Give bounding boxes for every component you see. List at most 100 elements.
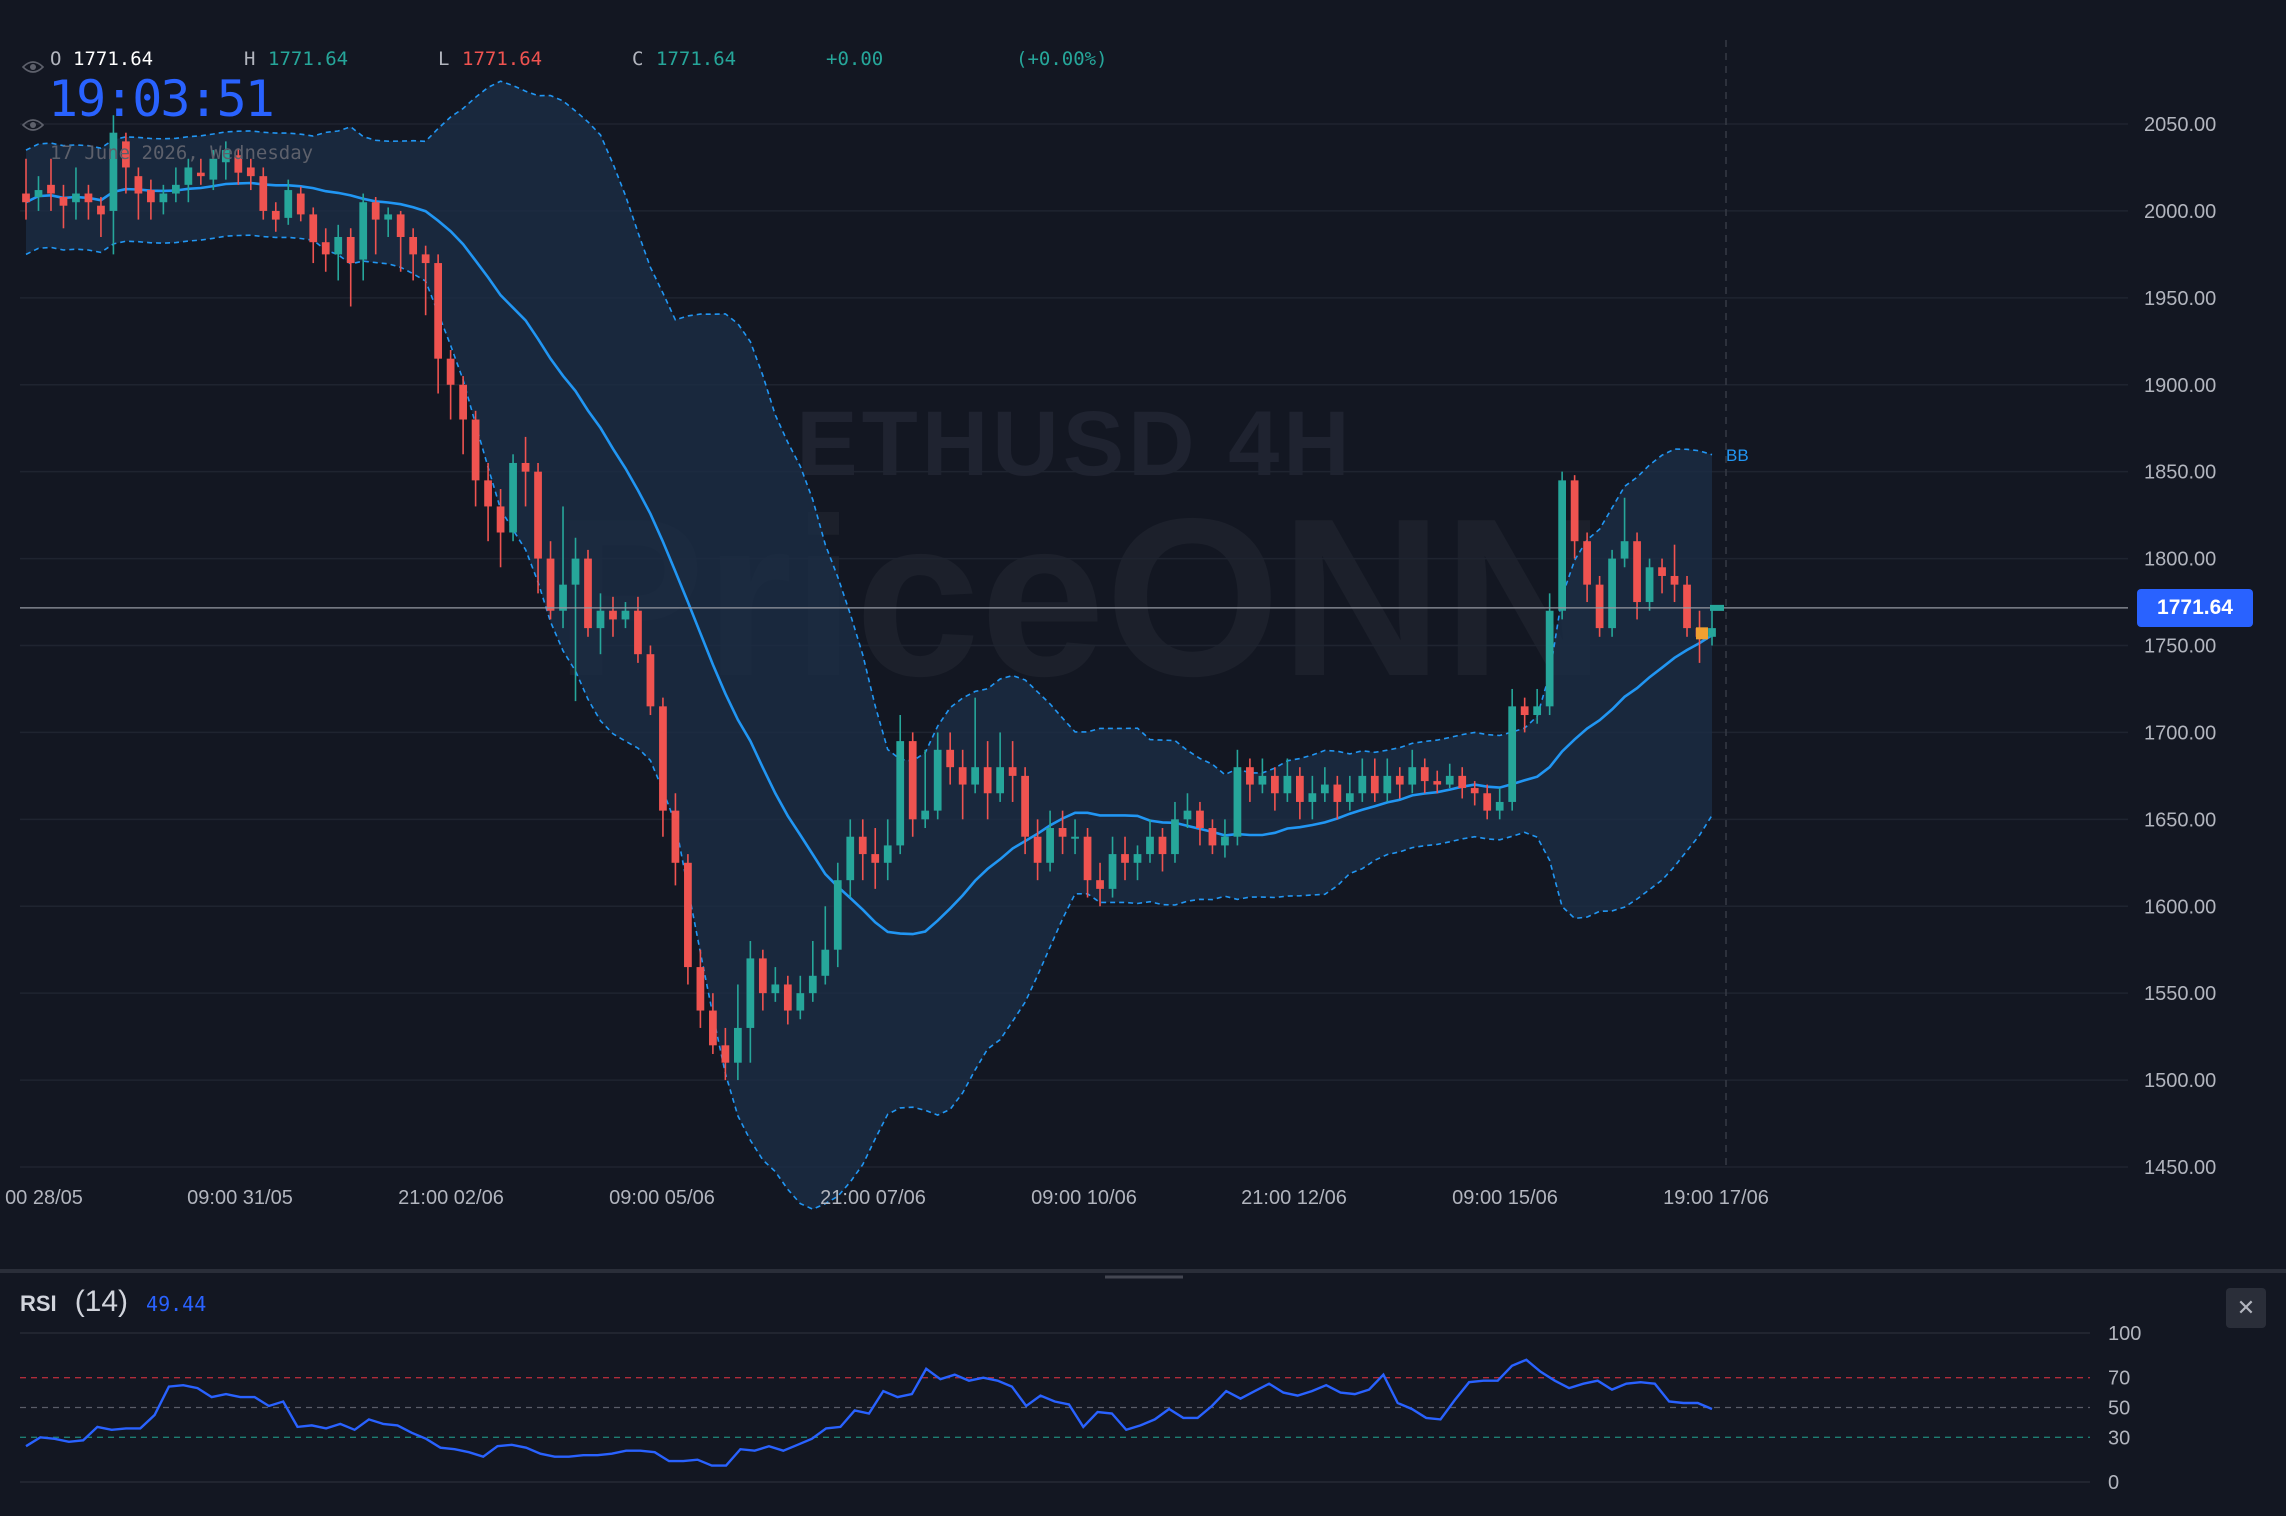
candle-body xyxy=(996,767,1005,794)
rsi-legend: RSI (14) 49.44 xyxy=(20,1285,206,1319)
candle xyxy=(1171,801,1179,863)
candle xyxy=(1283,758,1292,802)
candle xyxy=(946,732,955,785)
candle-body xyxy=(584,558,592,629)
candle-body xyxy=(1370,775,1379,794)
candle xyxy=(1046,810,1054,872)
candle xyxy=(958,749,967,820)
candle-body xyxy=(1345,793,1354,802)
candle-body xyxy=(1445,775,1454,785)
candle xyxy=(1358,758,1367,802)
candle xyxy=(758,949,767,1011)
candle-body xyxy=(421,254,430,264)
time-tick-label: 09:00 10/06 xyxy=(1031,1187,1137,1209)
candle-body xyxy=(97,205,105,215)
candle xyxy=(1033,819,1042,881)
candle xyxy=(1495,788,1504,820)
close-label: C xyxy=(632,48,644,70)
candle-body xyxy=(1658,567,1666,576)
candle-body xyxy=(72,193,80,203)
candle-body xyxy=(309,214,318,243)
candle xyxy=(1295,767,1304,820)
price-axis[interactable]: 2050.00 2000.00 1950.00 1900.00 1850.00 1800.… xyxy=(2144,114,2216,1179)
candle xyxy=(1246,758,1254,802)
candle xyxy=(684,854,692,985)
time-tick-label: 00 28/05 xyxy=(5,1187,83,1209)
candle xyxy=(134,167,143,220)
candle-body xyxy=(1283,775,1292,794)
candle xyxy=(271,202,280,232)
candle-body xyxy=(109,132,118,211)
candle xyxy=(983,741,992,820)
candle-body xyxy=(1271,775,1279,794)
candle xyxy=(34,176,43,211)
marker-square xyxy=(1696,627,1708,640)
time-axis[interactable]: 00 28/05 09:00 31/05 21:00 02/06 09:00 05/0… xyxy=(5,1187,1769,1209)
clock: 19:03:51 xyxy=(48,70,275,128)
candle xyxy=(571,537,580,702)
candle-body xyxy=(771,984,780,994)
candle xyxy=(1271,767,1279,811)
candle-body xyxy=(709,1010,717,1046)
candle-body xyxy=(696,967,705,1011)
candle xyxy=(833,862,842,968)
candle-body xyxy=(446,358,455,385)
candle xyxy=(821,906,830,985)
candle xyxy=(1196,801,1204,846)
candle xyxy=(1470,781,1479,806)
candle-body xyxy=(758,958,767,994)
candle xyxy=(871,828,880,889)
candle-body xyxy=(659,706,667,811)
candle xyxy=(72,167,80,220)
close-value: 1771.64 xyxy=(656,48,737,70)
candle xyxy=(396,210,405,272)
candle xyxy=(1258,758,1267,794)
eye-icon[interactable] xyxy=(22,118,44,132)
candle-body xyxy=(496,506,505,533)
candle xyxy=(1096,862,1104,907)
candle-body xyxy=(983,767,992,794)
candle xyxy=(846,819,855,898)
candle-body xyxy=(1258,775,1267,785)
candle-body xyxy=(833,880,842,950)
close-rsi-button[interactable]: ✕ xyxy=(2226,1288,2266,1328)
candle-body xyxy=(1146,836,1154,855)
eye-icon[interactable] xyxy=(22,60,44,74)
candle-body xyxy=(1133,854,1142,863)
high-value: 1771.64 xyxy=(268,48,349,70)
time-tick-label: 09:00 15/06 xyxy=(1452,1187,1558,1209)
watermark-symbol: ETHUSD 4H xyxy=(796,393,1353,495)
candle-body xyxy=(196,172,205,177)
candle-body xyxy=(1071,836,1079,839)
candle-body xyxy=(1520,706,1529,716)
candle-body xyxy=(184,167,193,185)
candle xyxy=(409,228,418,281)
candle xyxy=(1308,775,1317,820)
candle xyxy=(1345,775,1354,811)
candle xyxy=(246,158,255,191)
candle-body xyxy=(1221,836,1229,846)
bb-basis xyxy=(25,181,1713,936)
price-tick-label: 1900.00 xyxy=(2144,375,2216,397)
candle-body xyxy=(646,654,655,707)
price-tick-label: 1700.00 xyxy=(2144,722,2216,744)
candle-body xyxy=(1545,610,1554,707)
candle xyxy=(671,793,680,886)
candle-body xyxy=(1483,793,1492,811)
candle xyxy=(783,975,792,1025)
time-tick-label: 21:00 07/06 xyxy=(820,1187,926,1209)
candle xyxy=(309,207,318,264)
candle xyxy=(259,167,268,220)
candle-body xyxy=(1295,775,1304,802)
candle xyxy=(171,167,180,203)
candle xyxy=(1333,775,1342,820)
candle xyxy=(1670,544,1679,603)
candle-body xyxy=(634,610,642,655)
open-label: O xyxy=(50,48,62,70)
rsi-pane[interactable]: 100 70 50 30 0 xyxy=(0,1269,2286,1494)
price-tick-label: 1950.00 xyxy=(2144,288,2216,310)
candle xyxy=(1645,558,1654,611)
candle xyxy=(196,158,205,185)
